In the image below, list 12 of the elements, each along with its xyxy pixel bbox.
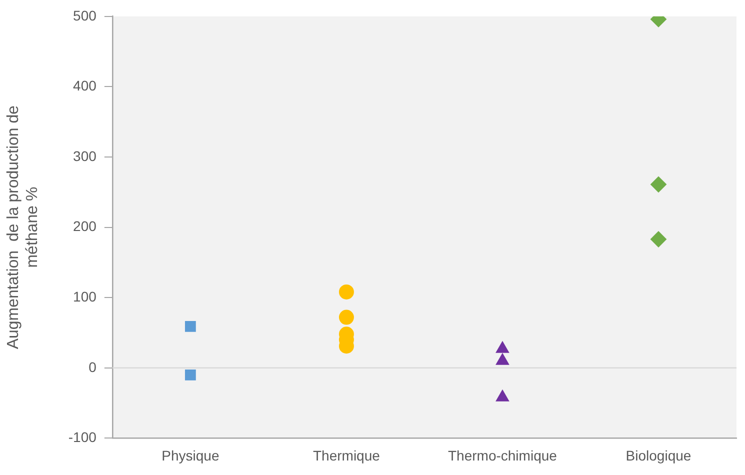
y-tick-label: 200	[73, 218, 97, 234]
y-tick-label: 400	[73, 78, 97, 94]
y-tick-label: 0	[88, 358, 97, 375]
y-tick-label: 500	[73, 7, 97, 24]
x-tick-label: Biologique	[626, 447, 692, 464]
y-tick-label: 300	[73, 148, 97, 164]
y-tick-label: -100	[68, 429, 97, 446]
x-tick-label: Thermo-chimique	[448, 447, 558, 464]
x-tick-label: Physique	[162, 447, 220, 464]
y-tick-label: 100	[73, 288, 97, 304]
x-tick-label: Thermique	[312, 447, 380, 464]
y-axis-title: Augmentation de la production de méthane %	[5, 105, 42, 350]
